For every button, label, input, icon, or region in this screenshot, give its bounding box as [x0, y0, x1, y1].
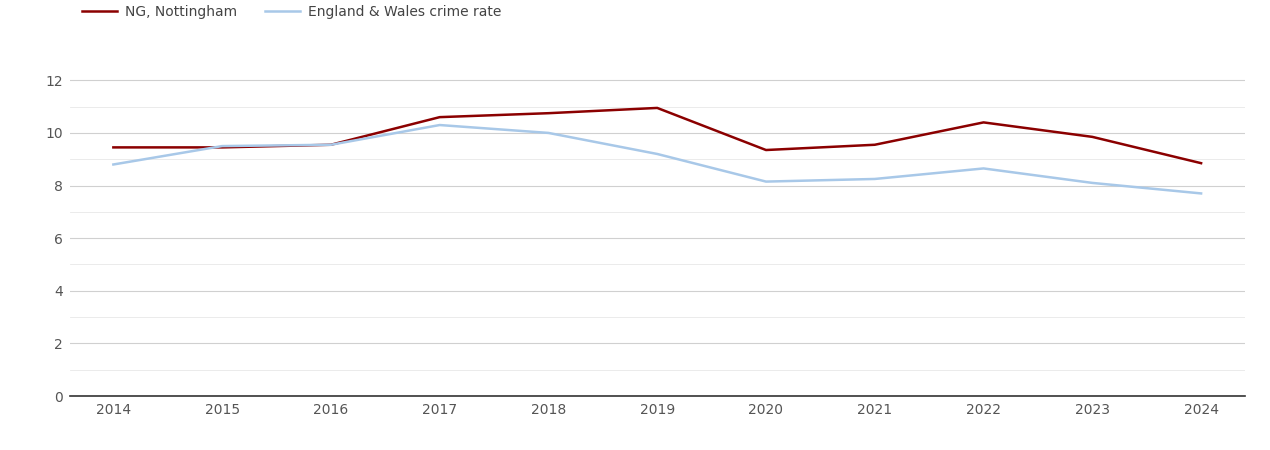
- England & Wales crime rate: [105, 162, 121, 167]
- NG, Nottingham: [758, 147, 773, 153]
- England & Wales crime rate: [324, 142, 339, 148]
- England & Wales crime rate: [215, 144, 230, 149]
- England & Wales crime rate: [650, 151, 665, 157]
- NG, Nottingham: [867, 142, 883, 148]
- England & Wales crime rate: [975, 166, 991, 171]
- England & Wales crime rate: [1085, 180, 1100, 185]
- England & Wales crime rate: [758, 179, 773, 184]
- England & Wales crime rate: [432, 122, 447, 128]
- England & Wales crime rate: [867, 176, 883, 182]
- NG, Nottingham: [324, 142, 339, 148]
- NG, Nottingham: [1085, 134, 1100, 140]
- England & Wales crime rate: [541, 130, 556, 135]
- NG, Nottingham: [650, 105, 665, 111]
- NG, Nottingham: [975, 120, 991, 125]
- NG, Nottingham: [541, 111, 556, 116]
- NG, Nottingham: [1194, 161, 1209, 166]
- NG, Nottingham: [215, 145, 230, 150]
- Line: England & Wales crime rate: England & Wales crime rate: [113, 125, 1201, 194]
- England & Wales crime rate: [1194, 191, 1209, 196]
- NG, Nottingham: [432, 114, 447, 120]
- NG, Nottingham: [105, 145, 121, 150]
- Line: NG, Nottingham: NG, Nottingham: [113, 108, 1201, 163]
- Legend: NG, Nottingham, England & Wales crime rate: NG, Nottingham, England & Wales crime ra…: [76, 0, 507, 24]
